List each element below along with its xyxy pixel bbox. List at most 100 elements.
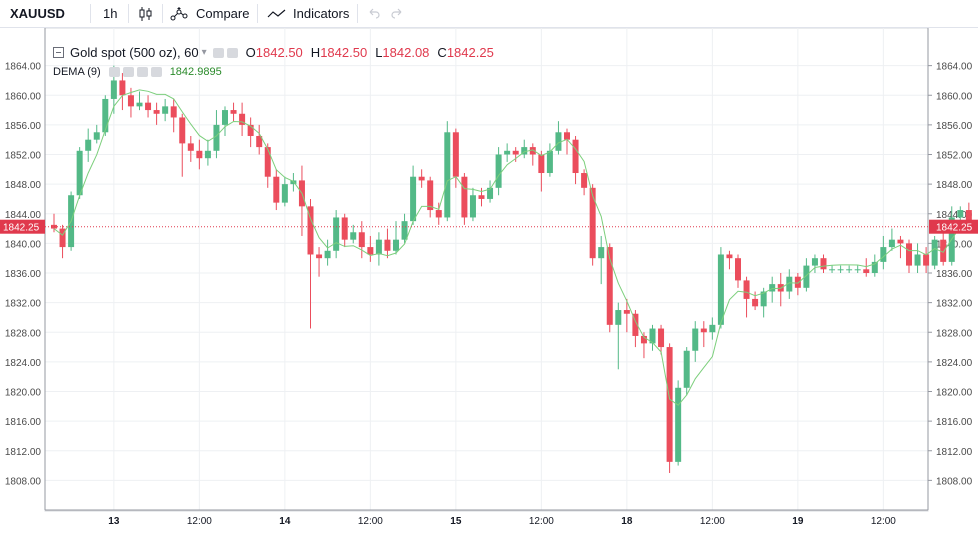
compare-label: Compare [196,6,250,21]
candle-body [897,239,904,244]
candle-body [375,239,382,255]
candle-body [119,80,126,96]
candle-body [487,187,494,199]
y-tick-label-left: 1848.00 [5,180,42,191]
candle-body [931,239,938,266]
y-tick-label-left: 1836.00 [5,269,42,280]
compare-button[interactable]: Compare [170,0,249,27]
candle-body [658,328,665,348]
collapse-legend-icon[interactable] [53,47,64,58]
series-title: Gold spot (500 oz), 60 [70,45,199,60]
chart-area[interactable]: 1808.00 1808.00 1812.00 1812.00 1816.00 1816.… [0,27,978,531]
y-tick-label-right: 1856.00 [936,121,973,132]
candle-body [204,150,211,159]
indicators-button[interactable]: Indicators [267,0,349,27]
candle-body [957,210,964,218]
toolbar-divider [90,4,91,23]
candle-body [504,150,511,155]
candlestick-chart[interactable]: 1808.00 1808.00 1812.00 1812.00 1816.00 1816.… [0,27,978,531]
candle-body [666,347,673,462]
candle-body [187,143,194,151]
candle-body [469,195,476,218]
y-tick-label-right: 1808.00 [936,476,973,487]
series-format-icon[interactable]: ▾ [201,47,207,58]
candle-body [521,147,528,155]
candle-body [743,280,750,299]
study-settings-icon[interactable] [122,67,134,77]
candle-body [196,150,203,159]
candle-body [264,147,271,177]
x-tick-label: 18 [621,516,633,527]
y-tick-label-left: 1812.00 [5,447,42,458]
candle-body [367,247,374,255]
candle-body [222,110,228,125]
candle-body [290,180,297,185]
candle-body [769,284,776,292]
candle-body [85,139,92,151]
study-remove-icon[interactable] [136,67,148,77]
candle-body [572,139,579,174]
candle-body [76,150,83,196]
y-tick-label-right: 1816.00 [936,417,973,428]
candle-body [726,254,733,259]
symbol-search[interactable]: XAUUSD [10,0,65,27]
settings-series-icon[interactable] [226,47,238,58]
hide-series-icon[interactable] [212,47,224,58]
candle-body [735,258,741,281]
candle-body [384,239,391,251]
last-price-badge-left [0,219,45,234]
candle-body [435,210,442,218]
candle-body [102,98,109,133]
x-tick-label: 12:00 [529,516,554,527]
undo-button[interactable] [367,0,381,27]
candle-body [333,217,340,251]
y-tick-label-right: 1836.00 [936,269,973,280]
x-tick-label: 13 [108,516,120,527]
candle-body [888,239,895,248]
high-value: 1842.50 [320,45,368,60]
candle-body [273,176,280,203]
series-legend: Gold spot (500 oz), 60 ▾ O 1842.50 H 184… [53,45,494,60]
y-tick-label-left: 1844.00 [5,210,42,221]
toolbar-divider [357,4,358,23]
candle-body [461,176,468,218]
y-tick-label-left: 1828.00 [5,328,42,339]
interval-button[interactable]: 1h [103,0,117,27]
redo-button[interactable] [390,0,404,27]
candle-body [717,254,724,325]
candle-body [606,247,613,325]
candle-body [923,254,930,266]
open-value: 1842.50 [255,45,303,60]
candle-body [683,350,690,388]
close-label: C [437,45,447,60]
y-tick-label-right: 1844.00 [936,210,973,221]
high-label: H [310,45,321,60]
undo-icon [367,7,381,21]
candle-body [965,210,972,225]
x-tick-label: 14 [279,516,291,527]
candle-body [153,110,160,114]
study-hide-icon[interactable] [108,67,120,77]
candle-body [709,324,716,333]
candle-body [829,269,836,271]
candle-body [59,228,66,248]
candle-body [598,247,605,259]
candle-body [307,206,314,255]
y-tick-label-left: 1824.00 [5,358,42,369]
indicators-icon [267,6,287,22]
candle-body [906,243,912,266]
x-tick-label: 12:00 [187,516,212,527]
x-tick-label: 12:00 [358,516,383,527]
candle-body [632,313,639,336]
top-toolbar: XAUUSD 1h Compare [0,0,978,28]
toolbar-divider [128,4,129,23]
y-tick-label-left: 1840.00 [5,239,42,250]
candle-body [555,132,562,151]
study-more-icon[interactable] [150,67,162,77]
y-tick-label-right: 1828.00 [936,328,973,339]
candle-body [529,147,536,155]
y-tick-label-right: 1860.00 [936,91,973,102]
chart-style-button[interactable] [138,0,154,27]
candle-body [179,117,186,144]
x-tick-label: 12:00 [700,516,725,527]
